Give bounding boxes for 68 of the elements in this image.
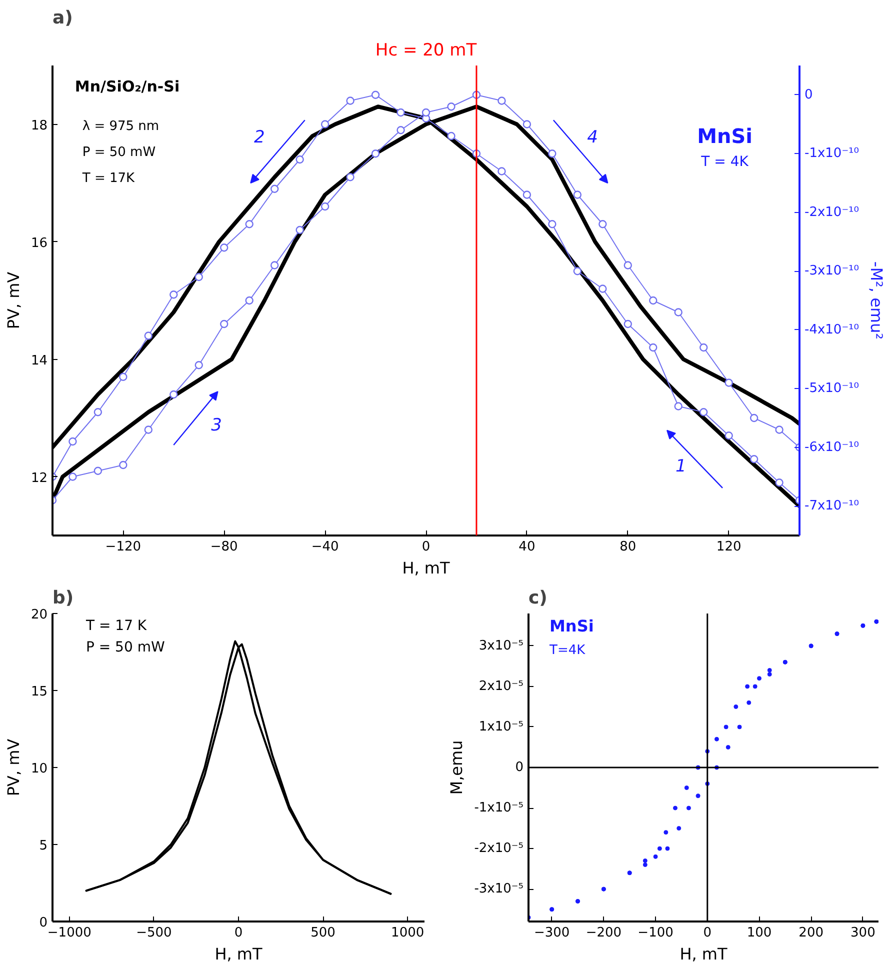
x-tick-label: 200 [798,926,824,940]
y-tick-label: 1x10⁻⁵ [478,719,524,734]
annotation: λ = 975 nm [82,119,160,134]
annotation: MnSi [697,124,753,148]
x-tick-label: 80 [620,540,636,554]
y-tick-label: 10 [30,762,48,776]
y-axis-title: PV, mV [4,272,23,330]
x-tick-label: 120 [716,540,742,554]
x-axis-title: H, mT [402,558,450,578]
chart-title: b) [52,588,74,608]
y2-tick-label: -7x10⁻¹⁰ [804,498,859,514]
x-tick-label: −200 [586,926,622,940]
y-tick-label: -1x10⁻⁵ [474,800,524,816]
x-tick-label: −40 [311,540,339,554]
y-tick-label: 20 [30,608,48,622]
y2-tick-label: -3x10⁻¹⁰ [804,264,859,279]
annotation: 2 [254,128,265,148]
x-axis-title: H, mT [680,944,728,964]
annotation: T = 17K [81,170,136,186]
y-tick-label: 0 [39,916,48,930]
annotation: T=4K [548,642,586,658]
annotation: P = 50 mW [86,639,165,656]
chart-title: a) [52,8,73,28]
x-tick-label: −300 [534,926,570,940]
y2-tick-label: -1x10⁻¹⁰ [804,146,859,162]
x-tick-label: 40 [518,540,536,554]
x-tick-label: 0 [234,926,243,940]
y2-tick-label: -5x10⁻¹⁰ [804,381,859,396]
annotation: 1 [675,456,686,476]
x-tick-label: 300 [850,926,876,940]
x-tick-label: 500 [310,926,336,940]
y2-tick-label: -4x10⁻¹⁰ [804,322,859,338]
annotation: MnSi [550,616,594,636]
x-tick-label: 0 [422,540,430,554]
x-tick-label: −1000 [47,926,92,940]
annotation: T = 17 K [84,618,148,634]
y-tick-label: 0 [515,760,524,775]
x-axis-title: H, mT [214,944,263,964]
y-tick-label: 12 [30,470,48,486]
annotation: 4 [587,128,598,148]
ref-line-label: Hc = 20 mT [375,40,478,60]
x-tick-label: 1000 [391,926,424,940]
x-tick-label: 0 [703,926,712,940]
x-tick-label: −120 [105,540,142,554]
x-tick-label: −500 [136,926,172,940]
y-tick-label: 18 [30,118,48,134]
y2-tick-label: -6x10⁻¹⁰ [804,440,859,455]
annotation: 3 [211,415,222,436]
annotation: T = 4K [700,154,750,170]
y-tick-label: 5 [39,838,48,854]
y-tick-label: -3x10⁻⁵ [474,882,524,897]
x-tick-label: −100 [638,926,674,940]
y-axis-title: PV, mV [4,738,23,796]
x-tick-label: 100 [746,926,772,940]
y-axis-title: M,emu [447,740,466,795]
y2-tick-label: 0 [804,87,813,102]
y-tick-label: 15 [30,684,48,700]
y-tick-label: 14 [30,353,48,368]
chart-title: c) [528,588,548,608]
y-tick-label: 3x10⁻⁵ [478,638,524,654]
y-tick-label: 2x10⁻⁵ [478,678,524,694]
annotation: Mn/SiO₂/n-Si [74,78,180,96]
x-tick-label: −80 [210,540,238,554]
y-tick-label: 16 [30,236,48,251]
y2-axis-title: -M², emu² [866,261,886,340]
y2-tick-label: -2x10⁻¹⁰ [804,204,859,220]
y-tick-label: -2x10⁻⁵ [474,841,524,856]
annotation: P = 50 mW [82,144,156,160]
